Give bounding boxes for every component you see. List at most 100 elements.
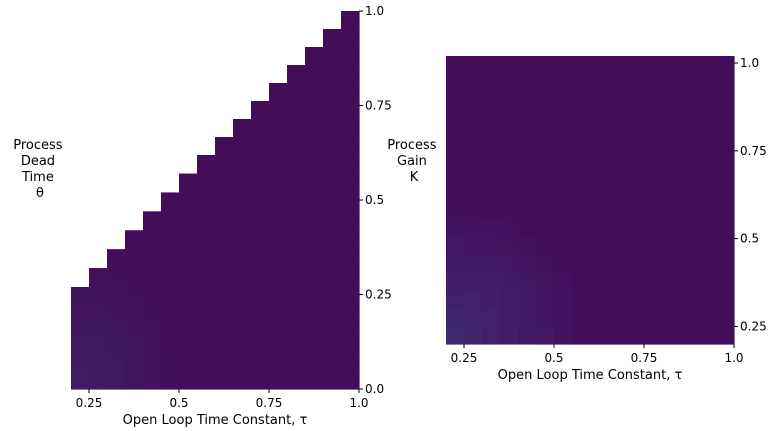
heatmap-cell [572,290,591,309]
heatmap-cell [680,146,699,165]
heatmap-cell [644,110,663,129]
heatmap-cell [572,146,591,165]
heatmap-cell [215,209,234,228]
heatmap-cell [536,254,555,273]
heatmap-cell [323,281,342,300]
heatmap-cell [215,335,234,354]
heatmap-cell [125,353,144,372]
y-tick-label: 1.0 [365,4,384,18]
heatmap-cell [590,290,609,309]
heatmap-cell [305,83,324,102]
heatmap-cell [482,308,501,327]
x-tick-label: 0.25 [451,351,478,365]
gain-x-ticks: 0.25 0.5 0.75 1.0 [451,344,744,365]
heatmap-cell [482,182,501,201]
heatmap-cell [464,218,483,237]
heatmap-cell [626,290,645,309]
heatmap-cell [518,146,537,165]
heatmap-cell [143,227,162,246]
heatmap-cell [608,308,627,327]
heatmap-cell [269,317,288,336]
heatmap-cell [500,164,519,183]
heatmap-cell [197,245,216,264]
heatmap-cell [446,272,465,291]
heatmap-cell [269,299,288,318]
heatmap-cell [215,299,234,318]
heatmap-cell [626,326,645,345]
heatmap-cell [554,308,573,327]
gain-y-ticks: 0.25 0.5 0.75 1.0 [734,56,767,333]
heatmap-cell [161,353,180,372]
heatmap-cell [341,65,360,84]
heatmap-cell [518,236,537,255]
heatmap-cell [482,254,501,273]
heatmap-cell [716,128,735,147]
heatmap-cell [716,218,735,237]
heatmap-cell [125,245,144,264]
heatmap-cell [215,137,234,156]
heatmap-cell [662,146,681,165]
heatmap-cell [197,155,216,174]
heatmap-cell [446,128,465,147]
heatmap-cell [464,236,483,255]
heatmap-cell [536,74,555,93]
heatmap-cell [305,299,324,318]
heatmap-cell [179,371,198,390]
heatmap-cell [197,173,216,192]
heatmap-cell [500,308,519,327]
heatmap-cell [680,326,699,345]
heatmap-cell [89,281,108,300]
heatmap-cell [125,335,144,354]
heatmap-cell [233,137,252,156]
heatmap-cell [323,317,342,336]
heatmap-cell [341,83,360,102]
x-tick-label: 1.0 [349,396,368,410]
heatmap-cell [464,92,483,111]
x-tick-label: 0.5 [544,351,563,365]
heatmap-cell [626,56,645,75]
heatmap-cell [464,164,483,183]
heatmap-cell [716,254,735,273]
heatmap-cell [590,236,609,255]
heatmap-cell [680,128,699,147]
dead-time-x-ticks: 0.25 0.5 0.75 1.0 [76,389,369,410]
heatmap-cell [608,110,627,129]
heatmap-cell [179,227,198,246]
heatmap-cell [554,92,573,111]
heatmap-cell [500,290,519,309]
heatmap-cell [536,308,555,327]
heatmap-cell [323,227,342,246]
heatmap-cell [269,155,288,174]
heatmap-cell [269,263,288,282]
heatmap-cell [287,173,306,192]
x-tick-label: 0.75 [631,351,658,365]
heatmap-cell [536,272,555,291]
heatmap-cell [644,308,663,327]
heatmap-cell [590,308,609,327]
heatmap-cell [644,218,663,237]
heatmap-cell [305,317,324,336]
heatmap-cell [215,227,234,246]
heatmap-cell [698,236,717,255]
heatmap-cell [464,56,483,75]
heatmap-cell [662,272,681,291]
heatmap-cell [644,236,663,255]
heatmap-cell [518,56,537,75]
gain-heatmap-cells [446,56,735,345]
heatmap-cell [287,209,306,228]
gain-y-label-line: Gain [397,154,427,169]
gain-x-axis-label: Open Loop Time Constant, τ [498,368,683,383]
heatmap-cell [482,326,501,345]
heatmap-cell [323,299,342,318]
heatmap-cell [323,65,342,84]
heatmap-cell [662,308,681,327]
heatmap-cell [89,353,108,372]
heatmap-cell [341,263,360,282]
dead-time-y-label-line: Time [21,170,54,185]
heatmap-cell [233,263,252,282]
heatmap-cell [644,326,663,345]
heatmap-cell [464,110,483,129]
heatmap-cell [554,164,573,183]
y-tick-label: 0.5 [740,232,759,246]
